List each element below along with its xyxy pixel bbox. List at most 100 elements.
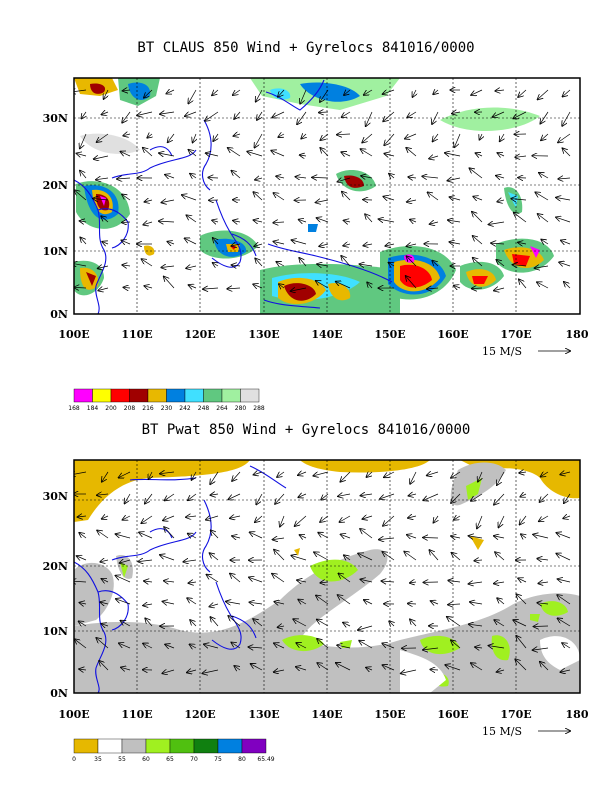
wind-vector — [535, 266, 549, 268]
wind-vector — [253, 619, 263, 627]
wind-vector — [494, 493, 505, 505]
wind-vector — [102, 112, 109, 115]
wind-vector — [407, 200, 417, 202]
wind-vector — [367, 282, 372, 289]
colorbar-label: 65.49 — [257, 756, 274, 763]
wind-vector — [93, 199, 109, 201]
wind-vector — [98, 288, 109, 291]
map2-lat-30n: 30N — [43, 490, 68, 503]
wind-vector — [192, 471, 197, 480]
wind-vector — [337, 645, 351, 648]
wind-vector — [540, 493, 549, 502]
wind-vector — [274, 670, 285, 672]
map2-grid — [74, 460, 580, 693]
wind-vector — [102, 579, 109, 582]
wind-vector — [433, 90, 438, 94]
colorbar-swatch — [169, 738, 195, 754]
wind-vector — [491, 243, 505, 244]
wind-vector — [432, 261, 439, 266]
wind-vector — [475, 647, 483, 648]
map1-lon-label: 150E — [374, 328, 405, 341]
wind-vector — [541, 472, 549, 477]
wind-vector — [541, 240, 549, 244]
wind-vector — [513, 265, 527, 266]
wind-vector — [250, 602, 263, 604]
wind-vector — [145, 493, 153, 504]
wind-vector — [557, 595, 571, 605]
colorbar-swatch — [217, 738, 243, 754]
map2-lon-label: 180 — [566, 708, 589, 721]
wind-vector — [121, 621, 131, 627]
wind-vector — [520, 494, 526, 497]
wind-vector — [233, 90, 241, 95]
map2-lat-0n: 0N — [50, 687, 68, 700]
wind-vector — [123, 134, 131, 136]
wind-vector — [159, 221, 175, 222]
wind-vector — [384, 133, 395, 145]
wind-vector — [254, 472, 263, 475]
wind-vector — [344, 555, 351, 560]
wind-vector — [210, 604, 219, 607]
wind-vector — [249, 577, 263, 583]
wind-vector — [389, 263, 394, 266]
wind-vector — [537, 559, 549, 560]
wind-vector — [423, 538, 439, 539]
colorbar-swatch — [193, 738, 219, 754]
wind-vector — [79, 533, 87, 539]
wind-vector — [208, 178, 219, 179]
wind-vector — [253, 192, 263, 201]
wind-vector — [234, 134, 241, 136]
wind-vector — [316, 596, 329, 605]
wind-vector — [495, 552, 505, 561]
wind-vector — [291, 288, 307, 291]
wind-vector — [312, 177, 329, 178]
wind-vector — [298, 472, 307, 475]
wind-vector — [561, 240, 571, 244]
colorbar-label: 60 — [142, 756, 150, 763]
map1-lat-0n: 0N — [50, 308, 68, 321]
wind-vector — [364, 600, 373, 604]
wind-vector — [317, 620, 329, 627]
wind-vector — [385, 244, 395, 246]
wind-vector — [361, 494, 373, 496]
wind-vector — [340, 471, 351, 482]
wind-vector — [339, 574, 351, 583]
colorbar-swatch — [221, 388, 241, 403]
wind-vector — [122, 265, 131, 266]
wind-vector — [379, 219, 395, 222]
wind-vector — [408, 177, 417, 178]
wind-vector — [80, 603, 87, 604]
wind-vector — [342, 111, 351, 117]
wind-vector — [366, 668, 373, 670]
wind-vector — [431, 601, 439, 604]
map1-lon-label: 120E — [184, 328, 215, 341]
wind-vector — [185, 238, 197, 245]
wind-vector — [452, 112, 461, 114]
wind-vector — [228, 148, 241, 157]
wind-vector — [255, 515, 263, 522]
wind-vector — [162, 200, 175, 203]
wind-vector — [410, 220, 417, 222]
colorbar-swatch — [166, 388, 186, 403]
wind-vector — [344, 221, 351, 223]
map2-title: BT Pwat 850 Wind + Gyrelocs 841016/0000 — [141, 422, 471, 438]
wind-vector — [557, 533, 571, 539]
wind-vector — [338, 178, 351, 182]
wind-vector — [473, 197, 483, 200]
wind-vector — [499, 515, 505, 527]
wind-vector — [540, 111, 549, 124]
wind-vector — [299, 220, 307, 222]
wind-vector — [423, 493, 439, 500]
wind-vector — [496, 176, 505, 178]
wind-vector — [188, 493, 197, 500]
wind-vector — [228, 616, 241, 627]
wind-vector — [77, 153, 87, 156]
wind-vector — [275, 493, 285, 504]
colorbar-label: 35 — [94, 756, 102, 763]
wind-vector — [383, 90, 395, 94]
wind-vector — [497, 260, 505, 267]
wind-vector — [233, 221, 241, 222]
wind-vector — [182, 195, 197, 201]
wind-vector — [186, 516, 197, 517]
wind-vector — [361, 176, 373, 178]
